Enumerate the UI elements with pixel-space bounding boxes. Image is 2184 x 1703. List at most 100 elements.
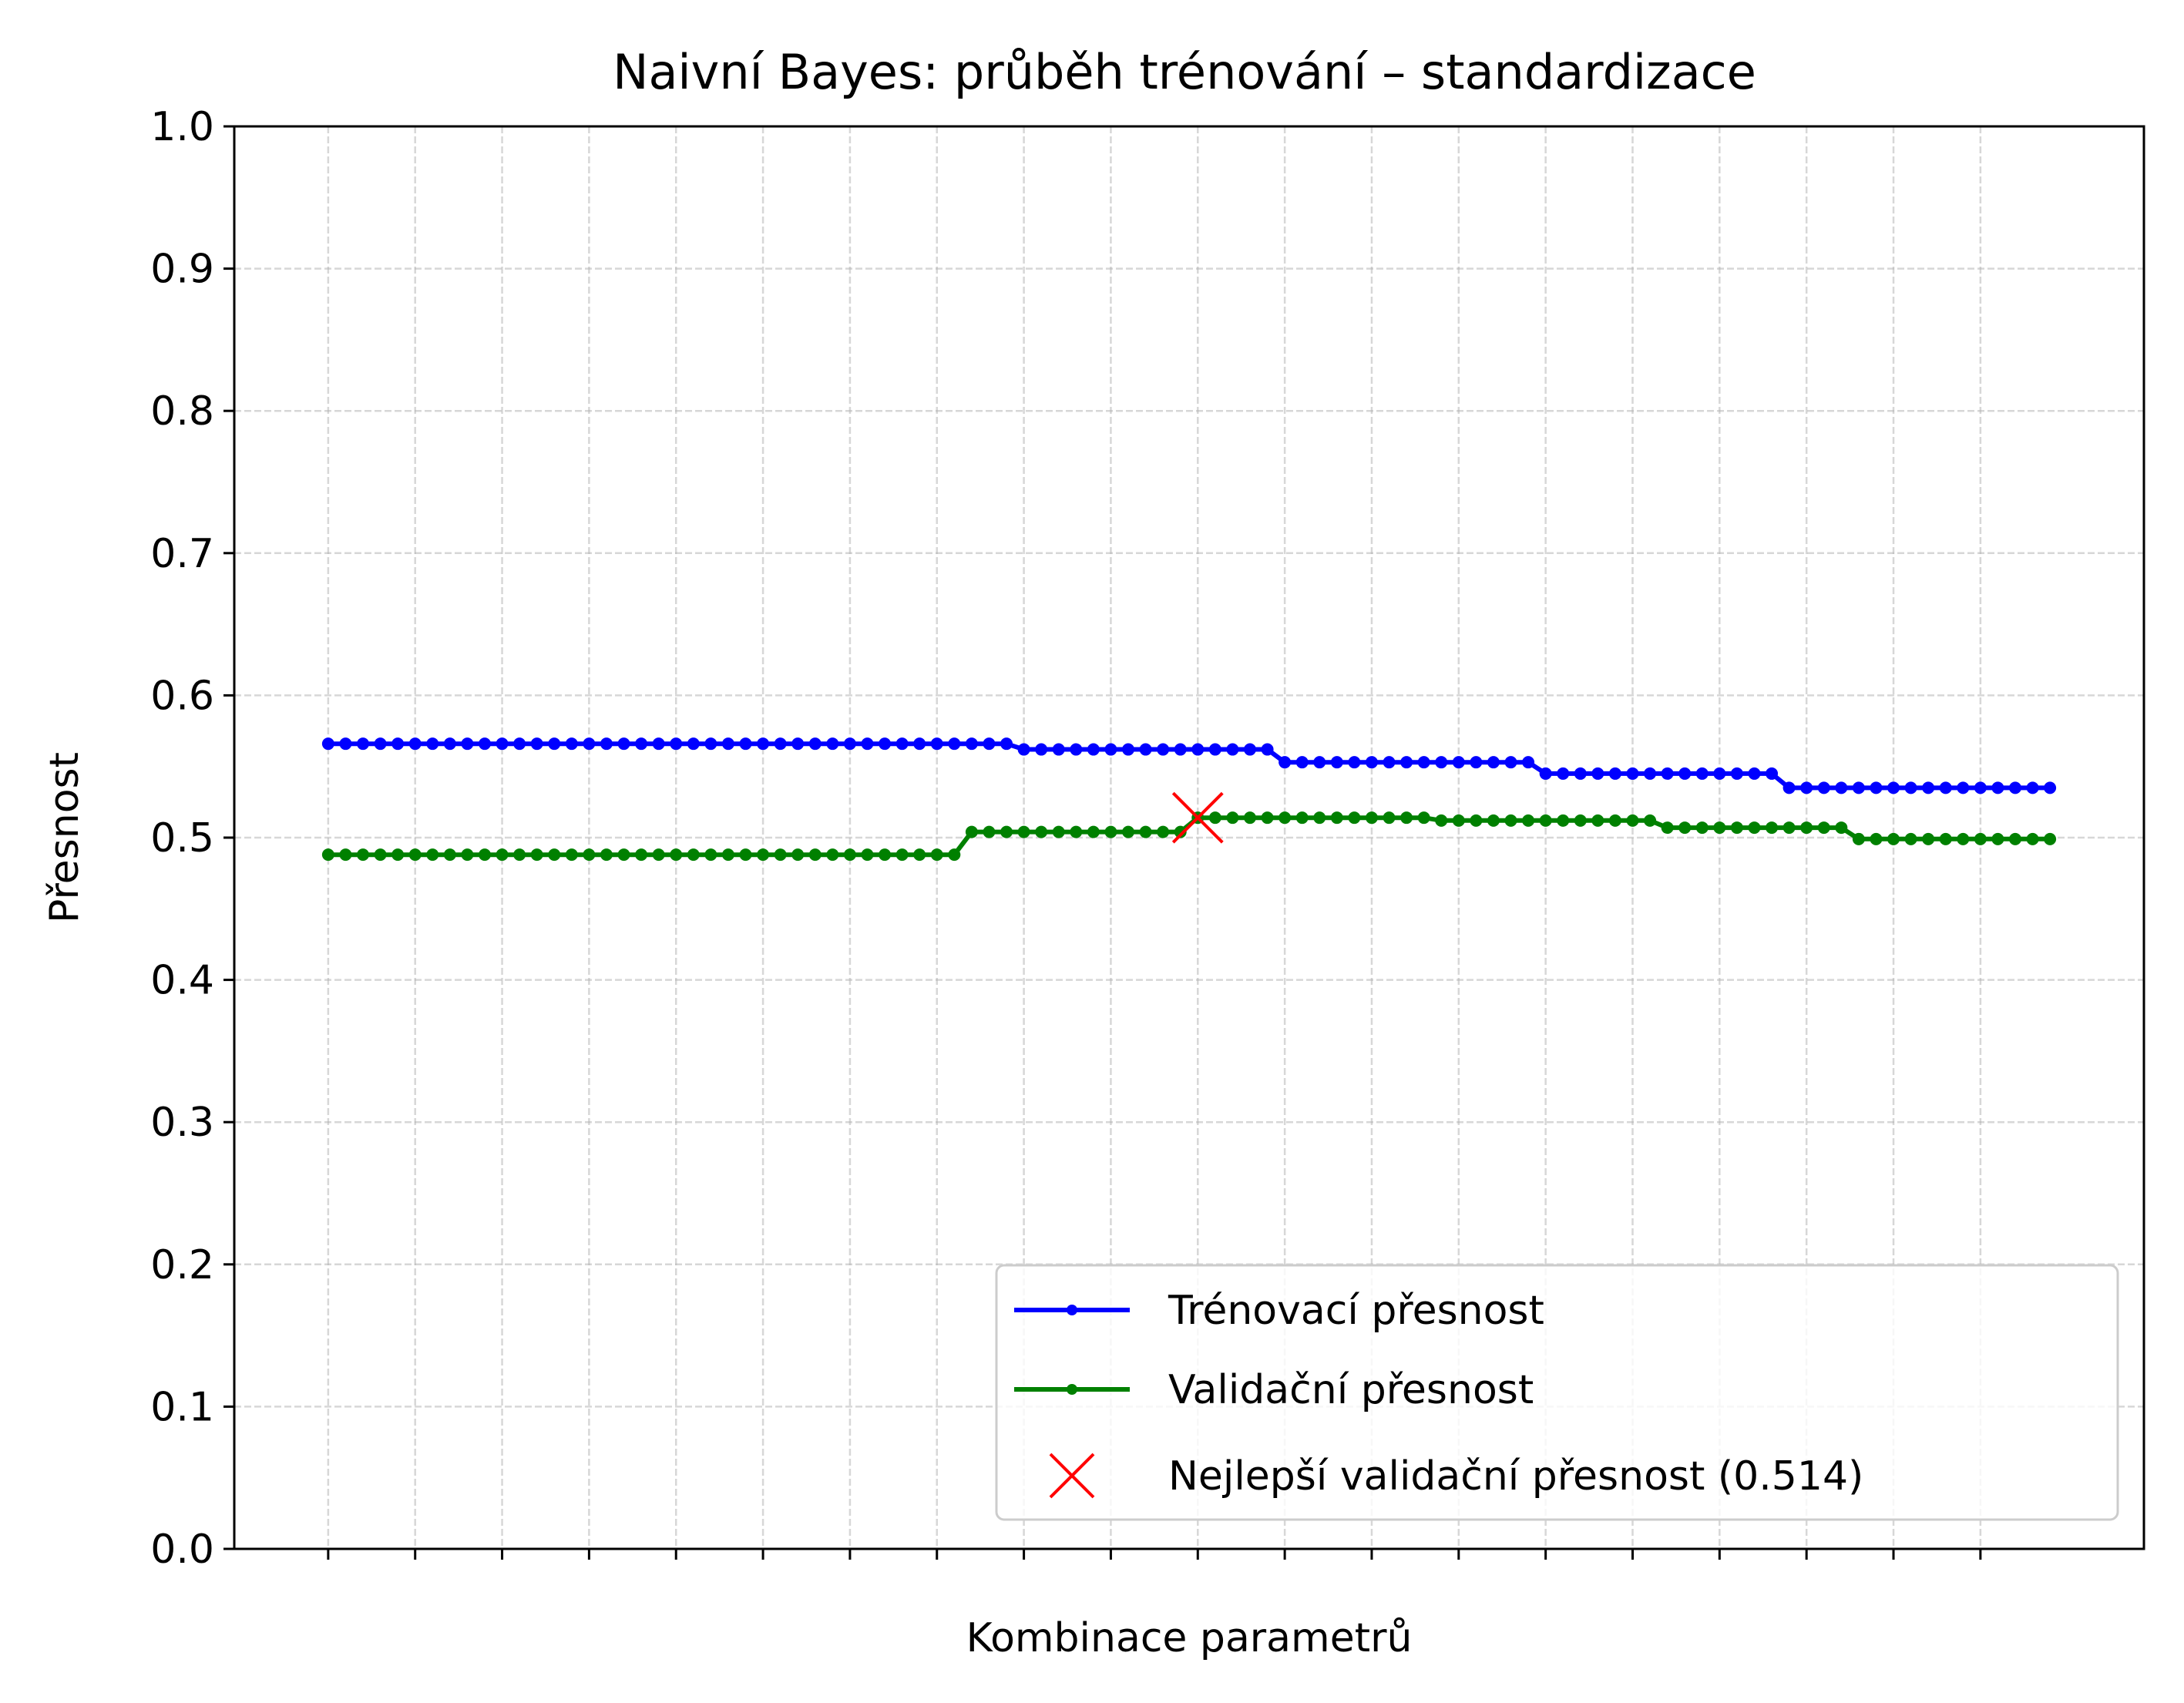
train-accuracy-point [808, 737, 822, 751]
train-accuracy-point [704, 737, 717, 751]
validation-accuracy-point [774, 848, 787, 862]
validation-accuracy-point [617, 848, 630, 862]
train-accuracy-point [1939, 781, 1952, 794]
train-accuracy-point [1852, 781, 1865, 794]
validation-accuracy-point [1052, 825, 1065, 838]
validation-accuracy-point [2008, 832, 2021, 845]
validation-accuracy-point [1870, 832, 1883, 845]
validation-accuracy-point [1487, 814, 1500, 827]
validation-accuracy-point [1157, 825, 1170, 838]
train-accuracy-point [426, 737, 439, 751]
validation-accuracy-point [1452, 814, 1465, 827]
validation-accuracy-point [443, 848, 456, 862]
validation-accuracy-point [1522, 814, 1535, 827]
train-accuracy-point [1522, 756, 1535, 769]
y-tick-label: 0.7 [150, 531, 214, 577]
train-accuracy-point [1313, 756, 1326, 769]
validation-accuracy-point [1470, 814, 1483, 827]
train-accuracy-point [1417, 756, 1430, 769]
train-accuracy-point [1052, 743, 1065, 756]
validation-accuracy-point [1817, 821, 1830, 835]
train-accuracy-point [1591, 767, 1604, 780]
train-accuracy-point [913, 737, 926, 751]
train-accuracy-point [757, 737, 770, 751]
validation-accuracy-point [1678, 821, 1692, 835]
validation-accuracy-point [1035, 825, 1048, 838]
validation-accuracy-point [721, 848, 734, 862]
train-accuracy-point [357, 737, 370, 751]
validation-accuracy-point [1852, 832, 1865, 845]
train-accuracy-point [478, 737, 491, 751]
train-accuracy-point [1644, 767, 1657, 780]
validation-accuracy-point [1400, 811, 1413, 825]
train-accuracy-point [1678, 767, 1692, 780]
validation-accuracy-point [1766, 821, 1779, 835]
train-accuracy-point [1539, 767, 1552, 780]
train-accuracy-point [965, 737, 978, 751]
validation-accuracy-point [408, 848, 422, 862]
train-accuracy-point [1487, 756, 1500, 769]
legend: Trénovací přesnost Validační přesnost Ne… [995, 1264, 2119, 1521]
validation-accuracy-point [1539, 814, 1552, 827]
train-accuracy-point [1730, 767, 1743, 780]
train-accuracy-point [1782, 781, 1796, 794]
train-accuracy-point [1608, 767, 1621, 780]
train-accuracy-point [1557, 767, 1570, 780]
validation-accuracy-point [879, 848, 892, 862]
legend-val-label: Validační přesnost [1168, 1367, 1534, 1413]
train-accuracy-point [1470, 756, 1483, 769]
validation-accuracy-point [791, 848, 805, 862]
validation-accuracy-point [461, 848, 474, 862]
validation-accuracy-point [1261, 811, 1274, 825]
validation-accuracy-point [1070, 825, 1083, 838]
validation-accuracy-point [583, 848, 596, 862]
legend-train-marker [1067, 1305, 1077, 1315]
validation-accuracy-point [321, 848, 334, 862]
validation-accuracy-point [1991, 832, 2004, 845]
train-accuracy-point [670, 737, 683, 751]
train-accuracy-point [652, 737, 665, 751]
train-accuracy-point [2044, 781, 2057, 794]
train-accuracy-point [791, 737, 805, 751]
train-accuracy-point [1713, 767, 1726, 780]
train-accuracy-point [1400, 756, 1413, 769]
train-accuracy-point [1087, 743, 1100, 756]
train-accuracy-point [1904, 781, 1917, 794]
validation-accuracy-point [1174, 825, 1187, 838]
train-accuracy-point [1070, 743, 1083, 756]
train-accuracy-point [721, 737, 734, 751]
validation-accuracy-point [895, 848, 909, 862]
train-accuracy-point [339, 737, 352, 751]
y-tick-label: 0.3 [150, 1100, 214, 1146]
train-accuracy-point [548, 737, 561, 751]
validation-accuracy-point [548, 848, 561, 862]
validation-accuracy-point [1226, 811, 1239, 825]
validation-accuracy-point [357, 848, 370, 862]
train-accuracy-point [1278, 756, 1292, 769]
y-tick-label: 0.8 [150, 388, 214, 435]
train-accuracy-point [461, 737, 474, 751]
validation-accuracy-point [1139, 825, 1152, 838]
validation-accuracy-point [1957, 832, 1970, 845]
validation-accuracy-point [1365, 811, 1378, 825]
train-accuracy-point [687, 737, 700, 751]
y-tick-label: 0.1 [150, 1384, 214, 1430]
validation-accuracy-point [1104, 825, 1117, 838]
validation-accuracy-point [1278, 811, 1292, 825]
validation-accuracy-point [739, 848, 752, 862]
y-tick-label: 0.2 [150, 1242, 214, 1288]
train-accuracy-point [861, 737, 874, 751]
train-accuracy-point [930, 737, 943, 751]
train-accuracy-point [391, 737, 405, 751]
validation-accuracy-point [1000, 825, 1013, 838]
validation-accuracy-point [426, 848, 439, 862]
train-accuracy-point [1574, 767, 1587, 780]
y-tick-label: 0.9 [150, 247, 214, 293]
train-accuracy-point [1365, 756, 1378, 769]
validation-accuracy-point [1591, 814, 1604, 827]
train-accuracy-point [1139, 743, 1152, 756]
validation-accuracy-point [1974, 832, 1987, 845]
train-accuracy-point [513, 737, 526, 751]
train-accuracy-point [1383, 756, 1396, 769]
